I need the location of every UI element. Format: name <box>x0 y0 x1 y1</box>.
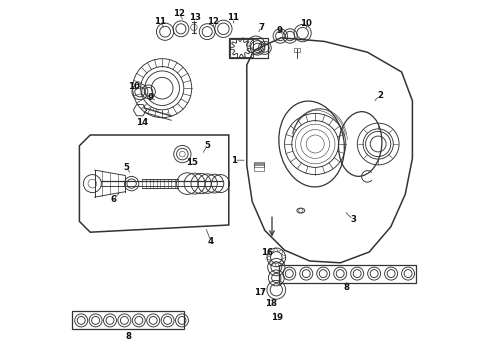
Bar <box>294 48 300 52</box>
Text: 11: 11 <box>154 17 167 26</box>
Text: 9: 9 <box>276 26 283 35</box>
Text: 10: 10 <box>300 19 312 28</box>
Bar <box>254 165 264 171</box>
Text: 3: 3 <box>350 215 356 224</box>
Text: 8: 8 <box>125 332 131 341</box>
Text: 12: 12 <box>173 9 186 18</box>
Text: 7: 7 <box>258 22 264 31</box>
Text: 1: 1 <box>231 156 237 165</box>
Text: 12: 12 <box>207 17 220 26</box>
Text: 13: 13 <box>189 13 200 22</box>
Bar <box>279 265 416 283</box>
Text: 15: 15 <box>186 158 197 167</box>
Text: 19: 19 <box>271 313 283 322</box>
Text: 14: 14 <box>136 118 148 127</box>
Text: 4: 4 <box>208 237 214 246</box>
Text: 9: 9 <box>147 93 154 102</box>
Bar <box>72 311 184 329</box>
Text: 5: 5 <box>123 163 129 172</box>
Text: 10: 10 <box>128 82 140 91</box>
Bar <box>230 39 253 57</box>
Text: 2: 2 <box>377 91 383 100</box>
Text: 18: 18 <box>265 299 277 307</box>
Text: 16: 16 <box>261 248 272 257</box>
Text: 6: 6 <box>111 195 117 204</box>
Bar <box>254 163 264 167</box>
Text: 11: 11 <box>227 13 240 22</box>
Text: 17: 17 <box>254 288 266 297</box>
Text: 8: 8 <box>343 284 349 292</box>
Bar <box>254 162 264 164</box>
Text: 5: 5 <box>204 141 210 150</box>
